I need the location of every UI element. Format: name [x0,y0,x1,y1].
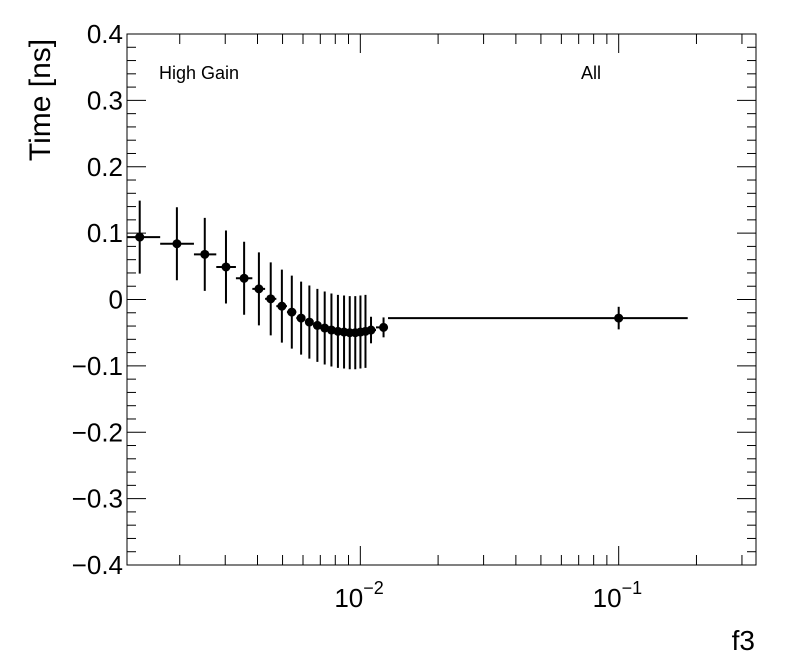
y-tick-label: 0.1 [87,218,123,248]
data-point [127,200,161,274]
data-point [193,217,217,291]
marker [135,232,145,242]
marker [379,322,389,332]
marker [277,301,287,311]
y-axis-label: Time [ns] [24,39,57,161]
marker [312,320,322,330]
y-tick-label: −0.1 [72,351,123,381]
data-point [235,241,253,315]
data-point [304,285,314,359]
marker [614,313,624,323]
y-tick-label: −0.4 [72,550,123,580]
marker [366,325,376,335]
y-tick-label: 0.4 [87,19,123,49]
x-tick-labels: 10−2 10−1 [334,578,642,613]
marker [200,249,210,259]
data-point [388,306,688,330]
y-tick-label: 0.2 [87,152,123,182]
data-point [376,317,389,338]
marker [221,262,231,272]
marker [296,313,306,323]
data-point [160,207,194,281]
x-tick-label: 10−2 [334,578,383,613]
y-tick-label: −0.3 [72,484,123,514]
data-point [265,262,277,336]
data-point [366,316,377,344]
annotation-all: All [581,63,601,83]
annotation-high-gain: High Gain [159,63,239,83]
data-point [286,275,297,349]
minor-ticks [127,34,756,565]
x-tick-label: 10−1 [593,578,642,613]
data-layer [127,200,688,370]
data-point [276,269,287,343]
marker [172,239,182,249]
plot-frame [126,33,757,566]
data-point [312,288,322,362]
marker [266,294,276,304]
y-tick-label: 0 [109,285,123,315]
data-point [216,230,236,304]
marker [304,317,314,327]
y-tick-label: −0.2 [72,417,123,447]
marker [254,284,264,294]
y-tick-label: 0.3 [87,85,123,115]
y-tick-labels: 0.4 0.3 0.2 0.1 0 −0.1 −0.2 −0.3 −0.4 [72,19,123,580]
data-point [252,252,266,326]
data-point [296,281,306,355]
marker [239,273,249,283]
marker [287,307,297,317]
x-axis-label: f3 [732,625,755,656]
